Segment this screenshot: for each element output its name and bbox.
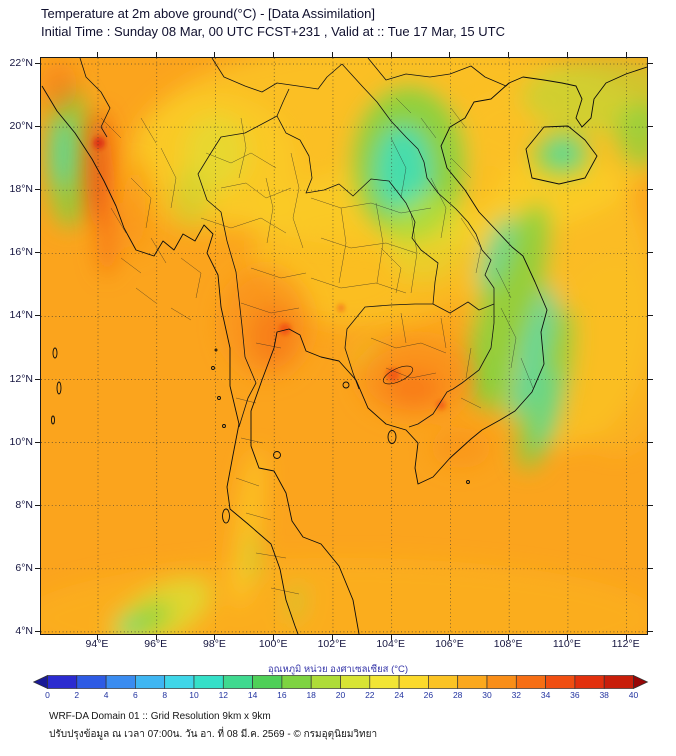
lat-tick-label: 16°N [9,246,33,259]
page-subtitle: Initial Time : Sunday 08 Mar, 00 UTC FCS… [41,24,505,39]
axis-tick [35,504,40,506]
colorbar-tick-label: 22 [365,690,375,700]
axis-tick [648,441,653,443]
colorbar-tick-label: 40 [628,690,639,700]
colorbar-label: อุณหภูมิ หน่วย องศาเซลเซียส (°C) [267,664,409,675]
colorbar-tick-label: 34 [540,690,551,700]
colorbar-tick-label: 30 [482,690,492,700]
axis-tick [508,635,510,640]
axis-tick [648,252,653,254]
axis-tick [35,378,40,380]
lon-tick-label: 106°E [435,638,464,650]
colorbar-tick-label: 32 [511,690,522,700]
lon-tick-label: 104°E [376,638,406,650]
lat-tick-label: 12°N [9,372,33,385]
axis-tick [625,635,627,640]
lat-tick-label: 22°N [9,57,33,69]
colorbar-tick-label: 14 [247,690,258,700]
colorbar-tick-label: 24 [394,690,404,700]
temperature-field-warm-layer [41,62,491,468]
map-plot-area [40,57,648,635]
page-title: Temperature at 2m above ground(°C) - [Da… [41,6,375,21]
axis-tick [214,635,216,640]
footer-domain-info: WRF-DA Domain 01 :: Grid Resolution 9km … [49,711,271,722]
axis-tick [648,63,653,64]
colorbar-tick-label: 38 [599,690,609,700]
colorbar-tick-label: 12 [218,690,229,700]
axis-tick [648,504,653,506]
country-borders [79,58,510,428]
lat-tick-label: 8°N [15,498,33,511]
lat-tick-label: 10°N [9,435,33,448]
axis-tick [331,635,333,640]
axis-tick [390,52,392,57]
axis-tick [35,567,40,569]
colorbar-tick-label: 18 [306,690,316,700]
colorbar-tick-label: 0 [45,690,50,700]
axis-tick [35,252,40,254]
lon-tick-label: 96°E [144,638,168,650]
axis-tick [35,315,40,317]
gridline-layer [41,58,647,634]
axis-tick [449,52,451,57]
lat-tick-label: 18°N [9,183,33,196]
axis-tick [35,441,40,443]
lon-tick-label: 94°E [85,638,109,650]
axis-tick [648,126,653,128]
axis-tick [97,52,98,57]
axis-tick [35,126,40,128]
axis-tick [35,63,40,64]
lat-tick-label: 20°N [9,120,33,133]
lon-tick-label: 100°E [258,638,288,650]
colorbar-tick-label: 10 [189,690,199,700]
colorbar [33,675,649,690]
lat-tick-label: 6°N [15,561,33,574]
lat-tick-label: 14°N [9,309,33,322]
coastlines [41,66,647,634]
colorbar-tick-label: 16 [277,690,287,700]
axis-tick [648,378,653,380]
lon-tick-label: 112°E [611,638,640,650]
footer-update-info: ปรับปรุงข้อมูล ณ เวลา 07:00น. วัน อา. ที… [49,729,378,740]
lon-tick-label: 102°E [317,638,347,650]
colorbar-tick-label: 36 [570,690,580,700]
axis-tick [214,52,216,57]
axis-tick [566,635,568,640]
colorbar-tick-label: 20 [335,690,346,700]
axis-tick [625,52,627,57]
axis-tick [273,52,275,57]
colorbar-tick-label: 6 [133,690,138,700]
lon-tick-label: 98°E [203,638,226,650]
axis-tick [648,315,653,317]
lon-tick-label: 108°E [493,638,523,650]
axis-tick [35,189,40,191]
axis-tick [648,630,653,632]
axis-tick [273,635,275,640]
axis-tick [155,635,157,640]
axis-tick [648,189,653,191]
axis-tick [35,630,40,632]
axis-tick [390,635,392,640]
axis-tick [331,52,333,57]
colorbar-tick-label: 28 [452,690,463,700]
colorbar-tick-label: 2 [74,690,80,700]
lon-tick-label: 110°E [552,638,581,650]
colorbar-tick-label: 8 [162,690,168,700]
temperature-hotspots-layer [93,137,446,410]
axis-tick [508,52,510,57]
axis-tick [449,635,451,640]
temperature-map [41,58,647,634]
axis-tick [97,635,98,640]
colorbar-tick-label: 26 [423,690,434,700]
axis-tick [648,567,653,569]
lat-tick-label: 4°N [15,624,33,637]
axis-tick [566,52,568,57]
colorbar-tick-label: 4 [103,690,109,700]
axis-tick [155,52,157,57]
